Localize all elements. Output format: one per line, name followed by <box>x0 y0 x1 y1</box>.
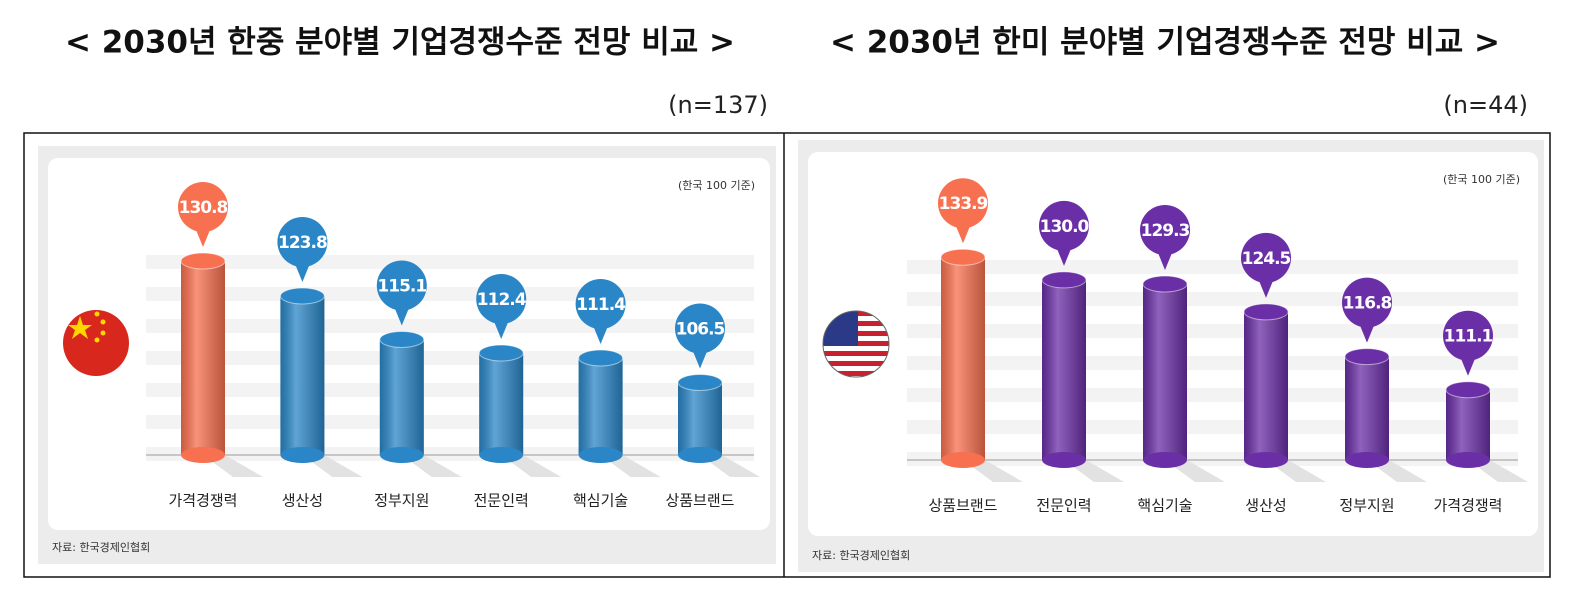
stripe <box>146 319 754 333</box>
bar-shade <box>379 339 424 455</box>
bar-top <box>1142 275 1188 293</box>
value-label: 115.1 <box>377 277 426 297</box>
source: 자료: 한국경제인협회 <box>812 549 910 562</box>
category-label: 생산성 <box>1245 497 1286 515</box>
bar-top <box>379 331 425 348</box>
bar-shade <box>578 358 623 455</box>
bar-shade <box>1446 389 1490 460</box>
bar-base <box>379 447 424 463</box>
bar-base <box>578 447 623 463</box>
stripe <box>907 388 1518 402</box>
callout <box>476 274 527 324</box>
stripe <box>146 415 754 429</box>
bar-shade <box>1244 311 1288 460</box>
flag-china <box>63 310 129 376</box>
stripe <box>146 383 754 397</box>
callout <box>1039 200 1089 251</box>
callout <box>1241 232 1291 283</box>
category-label: 핵심기술 <box>573 492 628 510</box>
value-label: 123.8 <box>278 233 327 253</box>
bar-base <box>479 447 524 463</box>
stripe <box>907 452 1518 466</box>
callout <box>277 217 328 267</box>
stripe <box>146 287 754 301</box>
stripe <box>146 447 754 461</box>
category-label: 전문인력 <box>1036 497 1091 515</box>
stripe <box>146 351 754 365</box>
bar-base <box>941 452 985 468</box>
stripe <box>907 324 1518 338</box>
source: 자료: 한국경제인협회 <box>52 541 150 554</box>
value-label: 130.0 <box>1040 217 1090 237</box>
bar-base <box>1042 452 1086 468</box>
bar-shade <box>1345 356 1389 460</box>
bar-base <box>181 447 225 463</box>
stripe <box>907 260 1518 274</box>
value-label: 106.5 <box>676 320 725 340</box>
callout <box>1140 204 1190 255</box>
category-label: 가격경쟁력 <box>1433 497 1502 515</box>
value-label: 116.8 <box>1343 294 1392 314</box>
stripe <box>907 356 1518 370</box>
chart-title: < 2030년 한중 분야별 기업경쟁수준 전망 비교 > <box>65 25 735 61</box>
bar-top <box>478 344 524 362</box>
callout <box>1443 310 1493 361</box>
callout <box>1342 277 1392 328</box>
category-label: 생산성 <box>282 492 323 510</box>
bar-top <box>1344 348 1390 366</box>
chart-title: < 2030년 한미 분야별 기업경쟁수준 전망 비교 > <box>830 25 1500 61</box>
bar-base <box>1143 452 1187 468</box>
category-label: 핵심기술 <box>1137 497 1192 515</box>
value-label: 133.9 <box>939 194 988 214</box>
bar-shade <box>181 261 225 455</box>
category-label: 상품브랜드 <box>928 497 997 515</box>
bar-top <box>1041 271 1087 289</box>
bar-top <box>940 248 986 266</box>
frame <box>23 132 1551 578</box>
value-label: 112.4 <box>477 290 527 310</box>
category-label: 전문인력 <box>474 492 529 510</box>
value-label: 130.8 <box>179 198 228 218</box>
bar-shade <box>1042 279 1086 460</box>
callout <box>575 279 626 329</box>
stripe <box>907 420 1518 434</box>
bar-shade <box>941 257 985 460</box>
value-label: 129.3 <box>1141 221 1190 241</box>
stripe <box>907 292 1518 306</box>
bar-top <box>1445 381 1491 399</box>
bar-shade <box>678 382 722 455</box>
bar-base <box>678 447 722 463</box>
callout <box>376 260 427 311</box>
bar-shade <box>280 296 325 455</box>
bar-top <box>677 374 723 391</box>
bar-base <box>1345 452 1389 468</box>
bar-base <box>1244 452 1288 468</box>
bar-base <box>1446 452 1490 468</box>
callout <box>178 182 228 232</box>
category-label: 정부지원 <box>1339 497 1394 515</box>
bar-shade <box>479 353 524 455</box>
callout <box>938 178 988 229</box>
bar-shade <box>1143 283 1187 460</box>
sample-size: (n=44) <box>1443 91 1528 119</box>
bar-base <box>280 447 325 463</box>
bar-top <box>1243 303 1289 321</box>
stripe <box>146 255 754 269</box>
category-label: 가격경쟁력 <box>168 492 237 510</box>
bar-top <box>578 349 624 367</box>
bar-top <box>180 252 226 270</box>
value-label: 124.5 <box>1242 249 1291 269</box>
category-label: 정부지원 <box>374 492 429 510</box>
sample-size: (n=137) <box>668 91 768 119</box>
note: (한국 100 기준) <box>1443 173 1520 186</box>
value-label: 111.1 <box>1444 327 1493 347</box>
bar-top <box>279 287 325 305</box>
category-label: 상품브랜드 <box>665 492 734 510</box>
value-label: 111.4 <box>576 295 626 315</box>
callout <box>675 303 725 354</box>
note: (한국 100 기준) <box>678 179 755 192</box>
